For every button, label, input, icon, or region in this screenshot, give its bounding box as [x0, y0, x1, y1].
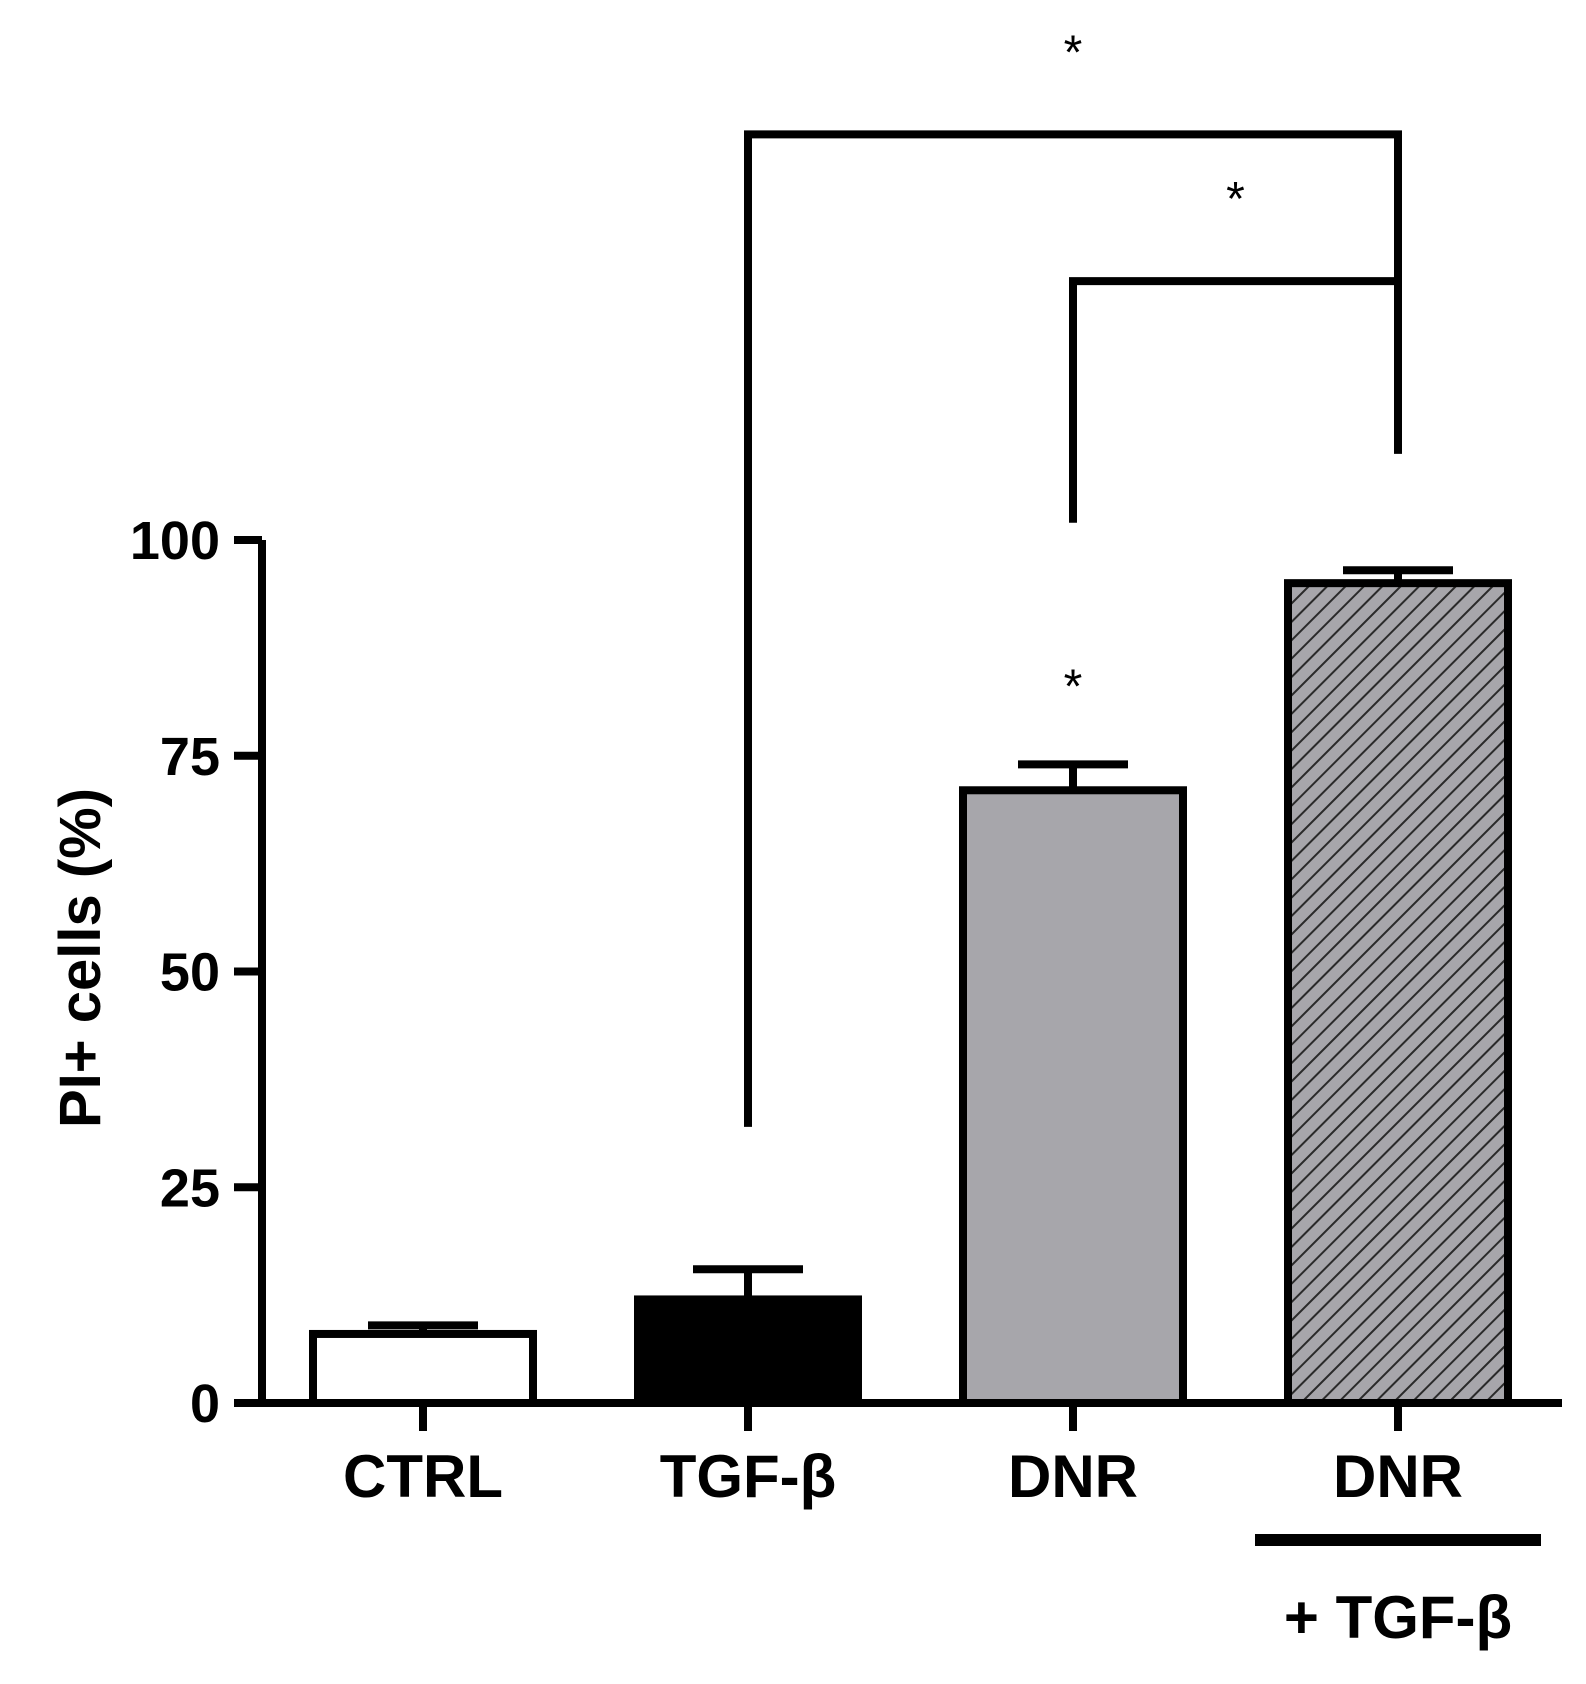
bar-0 — [309, 1329, 537, 1407]
x-tick-label-3: DNR — [1333, 1443, 1463, 1510]
y-tick-label-2: 50 — [160, 943, 220, 1003]
x-tick-label-2: DNR — [1008, 1443, 1138, 1510]
comparison-label-1: * — [1226, 173, 1245, 226]
y-tick-label-1: 25 — [160, 1158, 220, 1218]
bar-2 — [959, 786, 1187, 1407]
bar-1 — [634, 1295, 862, 1407]
x-tick-sublabel-3: + TGF-β — [1284, 1584, 1512, 1651]
bar-3 — [1284, 579, 1512, 1407]
labels: 0 25 50 75 100 CTRL TGF-β DNR DNR + TGF-β PI+ cell… — [48, 26, 1512, 1651]
axes — [234, 536, 1562, 1546]
comparison-label-0: * — [1064, 26, 1083, 79]
x-tick-label-0: CTRL — [343, 1443, 503, 1510]
y-tick-label-0: 0 — [190, 1374, 220, 1434]
y-tick-label-3: 75 — [160, 727, 220, 787]
significance-brackets — [744, 130, 1402, 1127]
y-tick-label-4: 100 — [130, 511, 220, 571]
bar-annotation-0: * — [1064, 660, 1083, 713]
comparison-bracket-1 — [1069, 277, 1402, 523]
bars — [309, 566, 1512, 1407]
y-axis-label: PI+ cells (%) — [48, 788, 113, 1128]
x-tick-label-1: TGF-β — [660, 1443, 837, 1510]
